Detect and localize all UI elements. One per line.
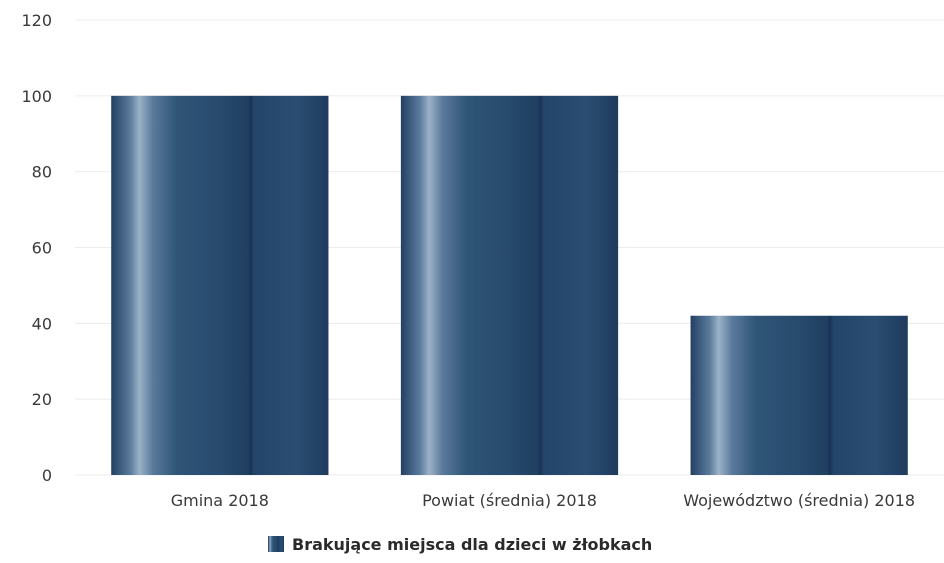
y-tick-label: 60 — [32, 239, 52, 258]
y-axis-ticks: 0 20 40 60 80 100 120 — [21, 11, 52, 485]
bar — [111, 95, 329, 475]
x-tick-label: Powiat (średnia) 2018 — [422, 491, 597, 510]
legend: Brakujące miejsca dla dzieci w żłobkach — [268, 535, 652, 554]
y-tick-label: 40 — [32, 314, 52, 333]
legend-swatch — [268, 536, 284, 552]
bar — [690, 315, 908, 475]
x-tick-label: Województwo (średnia) 2018 — [683, 491, 915, 510]
x-axis-ticks: Gmina 2018 Powiat (średnia) 2018 Województ… — [171, 491, 915, 510]
bar — [400, 95, 619, 475]
y-tick-label: 80 — [32, 163, 52, 182]
x-tick-label: Gmina 2018 — [171, 491, 269, 510]
bars — [111, 95, 908, 475]
y-tick-label: 0 — [42, 466, 52, 485]
legend-label: Brakujące miejsca dla dzieci w żłobkach — [292, 535, 652, 554]
y-tick-label: 120 — [21, 11, 52, 30]
y-tick-label: 100 — [21, 87, 52, 106]
y-tick-label: 20 — [32, 390, 52, 409]
